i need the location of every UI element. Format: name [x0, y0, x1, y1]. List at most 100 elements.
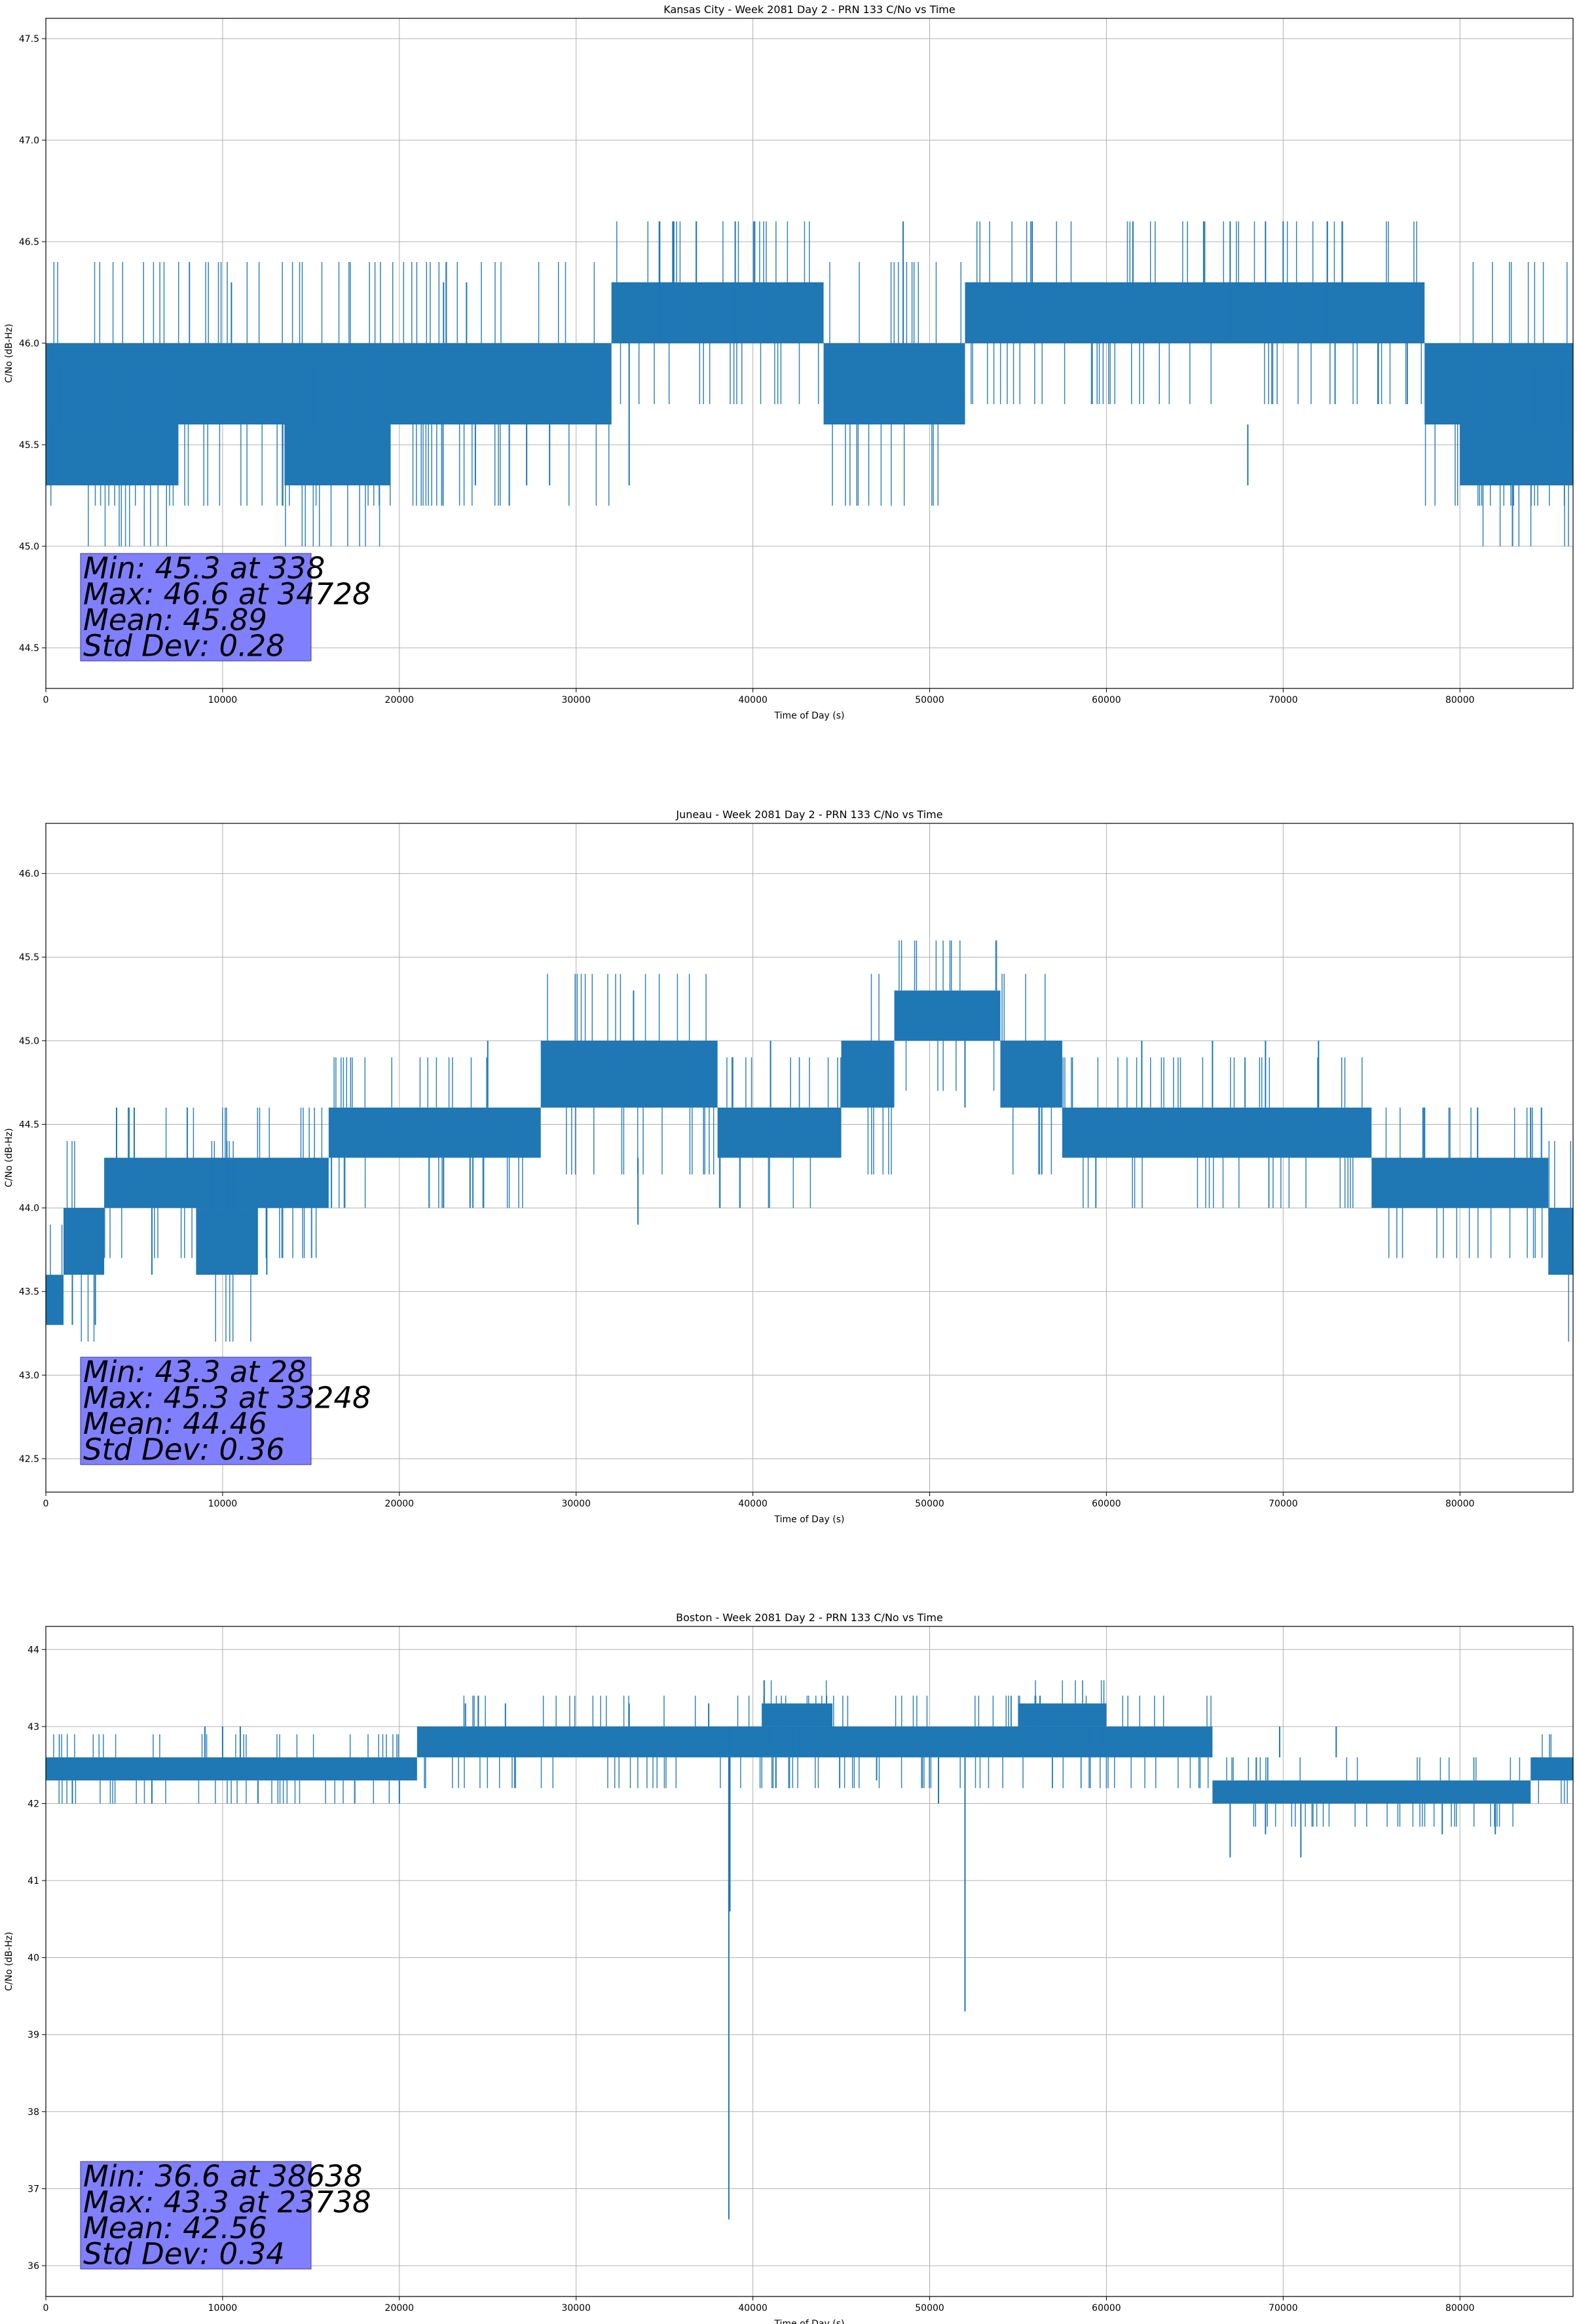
x-tick-label: 40000 — [738, 2303, 768, 2314]
data-noise — [50, 1224, 63, 1275]
data-band — [196, 1208, 258, 1275]
x-tick-label: 60000 — [1092, 2303, 1121, 2314]
y-tick-label: 45.5 — [19, 440, 39, 451]
data-band — [1000, 1040, 1062, 1108]
y-tick-label: 46.0 — [19, 339, 39, 349]
stats-line: Max: 43.3 at 23738 — [83, 2185, 371, 2220]
plot-frame — [45, 823, 1574, 1493]
data-noise — [971, 221, 1422, 404]
data-band — [46, 1757, 417, 1781]
stats-line: Min: 43.3 at 28 — [83, 1355, 306, 1389]
data-noise — [718, 1057, 842, 1209]
y-tick-label: 41 — [28, 1876, 39, 1886]
data-band — [104, 1157, 329, 1209]
x-tick-label: 0 — [43, 695, 49, 705]
x-tick-label: 70000 — [1269, 695, 1298, 705]
data-band — [611, 282, 824, 343]
x-tick-label: 20000 — [385, 2303, 415, 2314]
y-axis-label: C/No (dB-Hz) — [4, 1128, 14, 1187]
x-axis-label: Time of Day (s) — [774, 2319, 845, 2324]
x-tick-label: 60000 — [1092, 695, 1121, 705]
data-noise — [1548, 1141, 1572, 1342]
data-noise — [331, 1057, 523, 1209]
data-band — [284, 424, 391, 485]
x-tick-label: 10000 — [208, 2303, 238, 2314]
data-noise — [867, 973, 892, 1174]
data-noise — [1385, 1107, 1543, 1258]
data-band — [1531, 1757, 1573, 1781]
data-noise — [1062, 1057, 1363, 1209]
data-band — [1424, 343, 1573, 424]
stats-line: Std Dev: 0.34 — [83, 2237, 285, 2272]
stats-line: Max: 46.6 at 34728 — [83, 577, 371, 612]
x-tick-label: 80000 — [1445, 1499, 1475, 1509]
chart-3: Boston - Week 2081 Day 2 - PRN 133 C/No … — [4, 1611, 1574, 2324]
y-tick-label: 36 — [28, 2261, 39, 2272]
x-tick-label: 0 — [43, 1499, 49, 1509]
data-band — [540, 1040, 718, 1108]
data-noise — [547, 973, 714, 1174]
data-noise — [285, 364, 384, 546]
data-band — [894, 990, 1001, 1041]
data-noise — [1001, 973, 1052, 1174]
y-tick-label: 44.5 — [19, 643, 39, 654]
data-noise — [211, 1141, 251, 1342]
y-tick-label: 42.5 — [19, 1454, 39, 1465]
data-band — [46, 343, 612, 424]
stats-box-background — [80, 1357, 312, 1465]
x-axis-label: Time of Day (s) — [774, 711, 845, 721]
data-noise — [66, 1141, 95, 1342]
x-tick-label: 40000 — [738, 695, 768, 705]
plot-frame — [45, 1626, 1574, 2297]
data-noise — [53, 1734, 399, 1804]
x-tick-label: 10000 — [208, 1499, 238, 1509]
data-band — [1371, 1157, 1549, 1209]
data-band — [965, 282, 1425, 343]
x-tick-label: 10000 — [208, 695, 238, 705]
data-band — [823, 343, 965, 424]
data-noise — [55, 364, 167, 546]
stats-line: Mean: 42.56 — [83, 2211, 267, 2245]
chart-title: Boston - Week 2081 Day 2 - PRN 133 C/No … — [676, 1611, 943, 1624]
plot-frame — [45, 18, 1574, 689]
data-band — [762, 1703, 833, 1727]
y-tick-label: 44.0 — [19, 1203, 39, 1214]
x-tick-label: 80000 — [1445, 2303, 1475, 2314]
y-tick-label: 46.0 — [19, 869, 39, 880]
y-tick-label: 38 — [28, 2107, 39, 2118]
data-band — [1548, 1208, 1573, 1275]
x-tick-label: 20000 — [385, 695, 415, 705]
y-tick-label: 44.5 — [19, 1119, 39, 1130]
x-tick-label: 30000 — [561, 1499, 591, 1509]
x-tick-label: 50000 — [915, 695, 944, 705]
y-tick-label: 43.5 — [19, 1287, 39, 1298]
stats-line: Std Dev: 0.28 — [83, 629, 285, 664]
data-noise — [104, 1107, 323, 1258]
chart-1: Kansas City - Week 2081 Day 2 - PRN 133 … — [4, 3, 1574, 721]
y-axis-label: C/No (dB-Hz) — [4, 324, 14, 383]
series-line — [46, 940, 1573, 1342]
stats-line: Max: 45.3 at 33248 — [83, 1381, 371, 1415]
chart-2: Juneau - Week 2081 Day 2 - PRN 133 C/No … — [4, 808, 1574, 1525]
x-tick-label: 80000 — [1445, 695, 1475, 705]
y-tick-label: 46.5 — [19, 237, 39, 248]
stats-line: Min: 36.6 at 38638 — [83, 2159, 363, 2194]
x-tick-label: 60000 — [1092, 1499, 1121, 1509]
x-tick-label: 20000 — [385, 1499, 415, 1509]
data-noise — [1538, 1734, 1568, 1804]
series-line — [46, 1680, 1573, 2220]
stats-line: Std Dev: 0.36 — [83, 1433, 285, 1467]
data-noise — [899, 940, 997, 1091]
y-tick-label: 45.0 — [19, 542, 39, 552]
y-axis-label: C/No (dB-Hz) — [4, 1932, 14, 1991]
data-band — [1460, 424, 1573, 485]
y-tick-label: 40 — [28, 1953, 39, 1964]
stats-line: Min: 45.3 at 338 — [83, 551, 325, 586]
data-band — [63, 1208, 105, 1275]
data-band — [1018, 1703, 1107, 1727]
stats-line: Mean: 44.46 — [83, 1406, 267, 1441]
data-band — [417, 1726, 930, 1757]
